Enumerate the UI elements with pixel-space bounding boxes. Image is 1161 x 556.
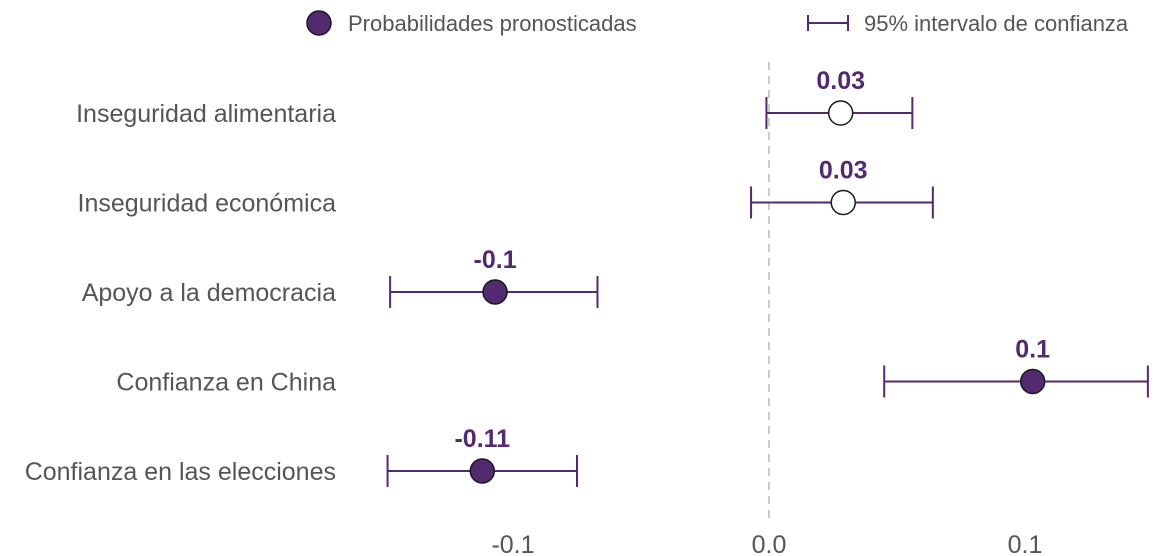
legend: Probabilidades pronosticadas 95% interva… (306, 10, 1129, 36)
value-label: -0.11 (454, 425, 510, 453)
row-label: Inseguridad alimentaria (76, 100, 336, 128)
legend-errorbar-marker (807, 15, 849, 31)
value-label: 0.03 (816, 67, 865, 95)
row-label: Apoyo a la democracia (82, 279, 336, 307)
row-label: Confianza en China (116, 369, 336, 397)
row: Confianza en China 0.1 (116, 336, 1149, 398)
estimate-point (469, 458, 496, 484)
row-label: Confianza en las elecciones (25, 458, 336, 486)
row: Inseguridad económica 0.03 (78, 157, 934, 219)
legend-point-label: Probabilidades pronosticadas (348, 11, 637, 36)
legend-point-marker (306, 10, 332, 36)
estimate-point (482, 279, 508, 305)
estimate-point (1019, 368, 1046, 395)
row: Inseguridad alimentaria 0.03 (76, 67, 914, 129)
value-label: 0.1 (1015, 336, 1050, 364)
x-tick-label: 0.1 (1008, 531, 1043, 556)
value-label: -0.1 (474, 246, 517, 274)
x-tick-label: 0.0 (752, 531, 787, 556)
estimate-point (830, 189, 856, 216)
x-axis-ticks: -0.1 0.0 0.1 (491, 531, 1042, 556)
x-tick-label: -0.1 (491, 531, 534, 556)
legend-errorbar-label: 95% intervalo de confianza (864, 11, 1129, 36)
estimate-point (827, 100, 854, 126)
row: Apoyo a la democracia -0.1 (82, 246, 599, 308)
row-label: Inseguridad económica (78, 190, 337, 218)
row: Confianza en las elecciones -0.11 (25, 425, 578, 487)
value-label: 0.03 (819, 157, 868, 185)
